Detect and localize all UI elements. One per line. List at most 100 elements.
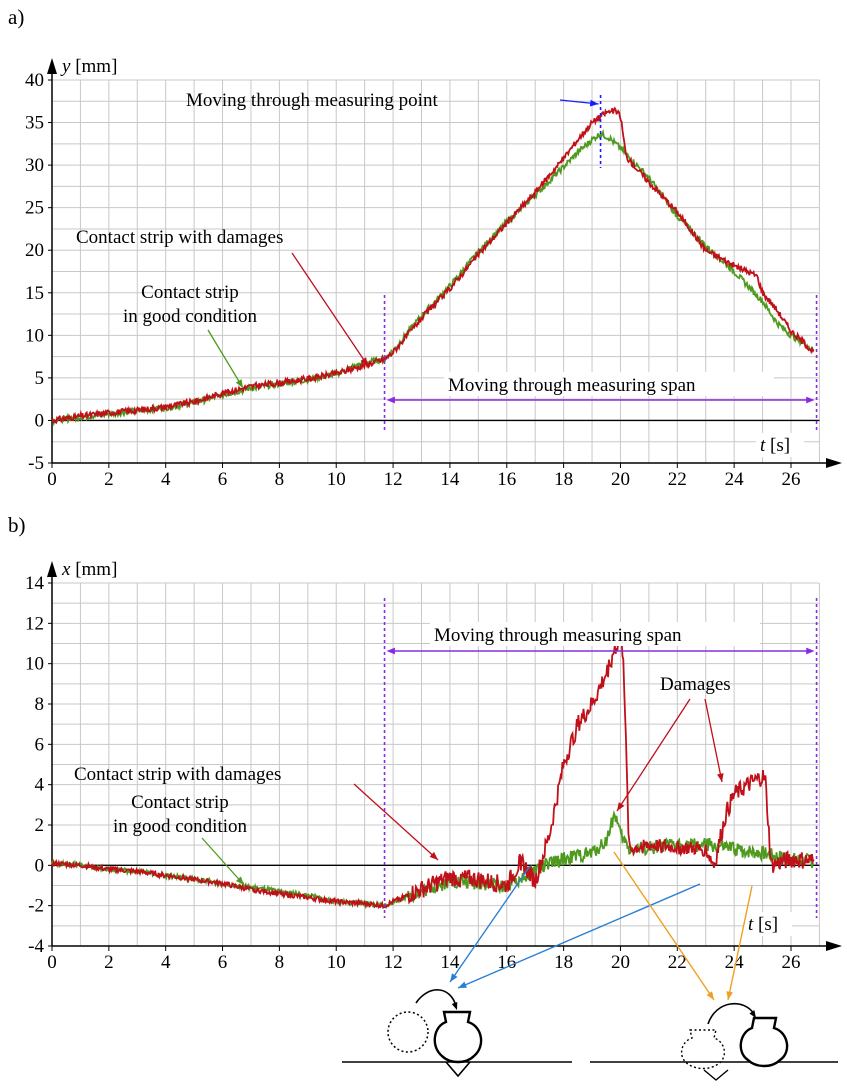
- good-arrow-a-head: [235, 379, 243, 388]
- damages-arrow-1: [616, 698, 691, 812]
- y-tick-label: 20: [25, 240, 44, 261]
- schematic-curve-left-head: [451, 1002, 458, 1010]
- span-arrow-left-head: [386, 396, 395, 404]
- damaged-arrow-b: [353, 783, 439, 861]
- x-tick-label: 2: [104, 469, 114, 490]
- y-tick-label: 40: [25, 70, 44, 91]
- series-line-damaged: [51, 106, 815, 425]
- y-tick-label: 10: [25, 654, 44, 675]
- damaged-arrow-a: [291, 252, 369, 367]
- schematic-wedge-left: [445, 1061, 471, 1078]
- x-tick-label: 18: [554, 952, 573, 973]
- x-tick-label: 22: [668, 952, 687, 973]
- y-tick-label: 6: [35, 734, 45, 755]
- y-tick-label: 15: [25, 283, 44, 304]
- chart-b: 0 2 4 6 8 10 12 14 16 18 20 22 24 26-4-202468101214x …: [25, 559, 842, 973]
- damages-label: Damages: [660, 674, 731, 695]
- x-tick-label: 18: [554, 469, 573, 490]
- orange-arrow-1: [613, 851, 715, 1001]
- damaged-arrow-a-head: [360, 357, 368, 366]
- y-tick-label: -2: [28, 896, 44, 917]
- orange-arrow-2: [727, 885, 753, 1001]
- y-axis-label: y [mm]: [60, 56, 117, 77]
- y-axis-arrow: [47, 561, 57, 577]
- good-label-a-line2: in good condition: [123, 306, 258, 327]
- x-axis-label-bg: [756, 433, 804, 457]
- y-tick-label: 10: [25, 325, 44, 346]
- schematic-wedge-right: [703, 1069, 729, 1081]
- span-arrow-right-head: [806, 396, 815, 404]
- x-tick-label: 14: [440, 952, 460, 973]
- blue-arrow-1-head: [450, 973, 458, 982]
- x-tick-label: 14: [440, 469, 460, 490]
- schematic-circle-dashed-left: [387, 1011, 429, 1053]
- x-tick-label: 10: [327, 952, 346, 973]
- span-label-bg: [430, 622, 760, 646]
- y-axis-label: x [mm]: [61, 559, 117, 580]
- blue-arrow-1: [449, 865, 531, 983]
- x-tick-label: 2: [104, 952, 114, 973]
- y-tick-label: 12: [25, 613, 44, 634]
- schematic-curve-right: [707, 1002, 755, 1025]
- x-tick-label: 8: [275, 952, 285, 973]
- schematic-damaged-shape-right: [739, 1016, 789, 1068]
- x-tick-label: 10: [327, 469, 346, 490]
- y-tick-label: 5: [35, 368, 45, 389]
- blue-arrow-2: [457, 883, 701, 989]
- x-tick-label: 12: [384, 952, 403, 973]
- x-tick-label: 20: [611, 469, 630, 490]
- y-tick-label: 25: [25, 198, 44, 219]
- damage-schematics: [342, 851, 838, 1081]
- measuring-point-arrow-head: [589, 99, 599, 107]
- orange-arrow-1-head: [706, 991, 714, 1000]
- x-tick-label: 16: [497, 952, 516, 973]
- blue-arrow-2-head: [458, 981, 467, 988]
- damaged-label-b: Contact strip with damages: [74, 764, 281, 785]
- damages-arrow-2-head: [717, 773, 724, 782]
- x-tick-label: 24: [725, 952, 745, 973]
- x-tick-label: 4: [161, 469, 171, 490]
- chart-a: 0 2 4 6 8 10 12 14 16 18 20 22 24 26-5051015202530354…: [25, 56, 842, 490]
- x-tick-label: 22: [668, 469, 687, 490]
- y-tick-label: 0: [35, 410, 45, 431]
- good-arrow-b-head: [235, 876, 244, 885]
- damaged-arrow-b-head: [429, 851, 438, 860]
- span-arrow-left-head: [386, 647, 395, 655]
- span-label: Moving through measuring span: [434, 625, 682, 646]
- span-arrow-right-head: [806, 647, 815, 655]
- damages-arrow-1-head: [617, 802, 625, 811]
- y-tick-label: 8: [35, 694, 45, 715]
- y-tick-label: -4: [28, 936, 44, 957]
- y-tick-label: 4: [35, 775, 45, 796]
- measuring-point-label: Moving through measuring point: [186, 90, 438, 111]
- x-tick-label: 20: [611, 952, 630, 973]
- x-tick-label: 24: [725, 469, 745, 490]
- y-tick-label: 14: [25, 573, 45, 594]
- damaged-label-a: Contact strip with damages: [76, 227, 283, 248]
- series-line-damaged: [51, 638, 815, 910]
- x-tick-label: 12: [384, 469, 403, 490]
- orange-arrow-2-head: [726, 991, 733, 1000]
- x-tick-label: 0: [47, 952, 57, 973]
- x-tick-label: 4: [161, 952, 171, 973]
- span-label: Moving through measuring span: [448, 375, 696, 396]
- x-tick-label: 8: [275, 469, 285, 490]
- x-tick-label: 0: [47, 469, 57, 490]
- x-axis-arrow: [826, 941, 842, 951]
- y-tick-label: 30: [25, 155, 44, 176]
- x-tick-label: 6: [218, 952, 228, 973]
- x-tick-label: 16: [497, 469, 516, 490]
- good-arrow-a: [207, 329, 244, 389]
- schematic-curve-left: [415, 989, 457, 1007]
- x-tick-label: 26: [782, 952, 801, 973]
- schematic-damaged-shape-left: [433, 1010, 483, 1064]
- good-arrow-b: [201, 837, 245, 886]
- x-axis-arrow: [826, 458, 842, 468]
- good-label-b-line2: in good condition: [113, 816, 248, 837]
- schematic-curve-right-head: [749, 1010, 756, 1018]
- good-label-b-line1: Contact strip: [131, 792, 229, 813]
- good-label-a-line1: Contact strip: [141, 282, 239, 303]
- y-tick-label: 2: [35, 815, 45, 836]
- damages-arrow-2: [704, 698, 723, 783]
